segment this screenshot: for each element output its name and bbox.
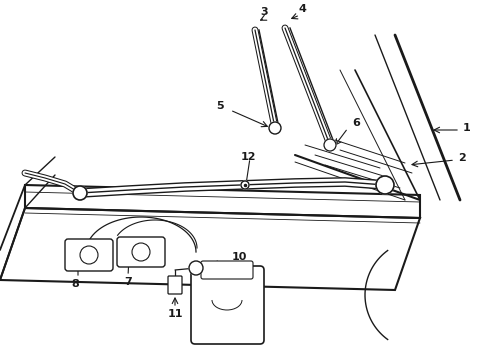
Text: 7: 7 <box>124 277 132 287</box>
FancyBboxPatch shape <box>117 237 165 267</box>
Text: 5: 5 <box>217 101 224 111</box>
Text: 3: 3 <box>260 7 268 17</box>
Text: 9: 9 <box>228 333 236 343</box>
Circle shape <box>324 139 336 151</box>
Text: 10: 10 <box>232 252 247 262</box>
Circle shape <box>269 122 281 134</box>
FancyBboxPatch shape <box>201 261 253 279</box>
Circle shape <box>376 176 394 194</box>
Text: 8: 8 <box>71 279 79 289</box>
Circle shape <box>189 261 203 275</box>
FancyBboxPatch shape <box>65 239 113 271</box>
Text: 1: 1 <box>463 123 471 133</box>
Text: 2: 2 <box>458 153 466 163</box>
Text: 12: 12 <box>240 152 256 162</box>
Text: 4: 4 <box>298 4 306 14</box>
FancyBboxPatch shape <box>168 276 182 294</box>
Text: 11: 11 <box>167 309 183 319</box>
Circle shape <box>73 186 87 200</box>
Text: 6: 6 <box>352 118 360 128</box>
FancyBboxPatch shape <box>191 266 264 344</box>
Circle shape <box>241 181 249 189</box>
